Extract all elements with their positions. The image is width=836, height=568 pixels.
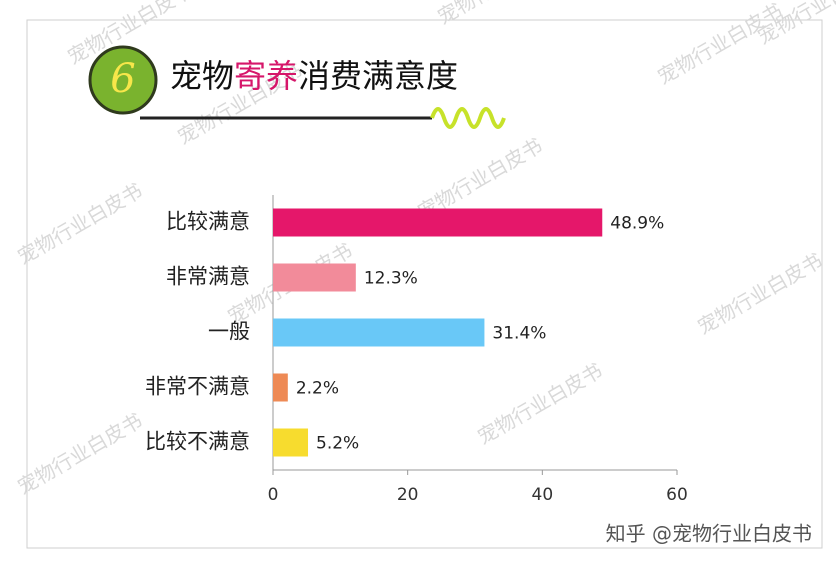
value-label: 2.2%	[296, 379, 339, 399]
x-tick-label: 20	[397, 485, 419, 505]
y-tick-label: 非常不满意	[145, 375, 250, 399]
y-tick-label: 非常满意	[166, 265, 250, 289]
squiggle	[430, 107, 506, 129]
y-tick-label: 比较满意	[166, 210, 250, 234]
x-tick-label: 40	[532, 485, 554, 505]
title-part: 寄养	[234, 57, 298, 95]
plot: 0 20 40 60 比较满意 48.9% 非常满意 12.3% 一般 31.4% 非常不满意 2.2…	[145, 195, 688, 505]
x-tick-label: 60	[666, 485, 688, 505]
bar	[273, 263, 356, 292]
badge	[88, 45, 158, 115]
bar	[273, 428, 309, 457]
value-label: 12.3%	[364, 269, 418, 289]
title-part: 宠物	[170, 57, 234, 95]
badge-number: 6	[110, 56, 135, 102]
credit: 知乎 @宠物行业白皮书	[606, 522, 812, 546]
chart-title: 宠物寄养消费满意度	[170, 57, 458, 95]
bar	[273, 373, 288, 402]
value-label: 48.9%	[610, 214, 664, 234]
bar	[273, 208, 603, 237]
value-label: 31.4%	[492, 324, 546, 344]
value-label: 5.2%	[316, 434, 359, 454]
x-tick-label: 0	[268, 485, 279, 505]
title-part: 消费满意度	[298, 57, 458, 95]
y-tick-label: 一般	[208, 320, 250, 344]
frame	[26, 19, 823, 549]
y-tick-label: 比较不满意	[145, 430, 250, 454]
bar	[273, 318, 485, 347]
